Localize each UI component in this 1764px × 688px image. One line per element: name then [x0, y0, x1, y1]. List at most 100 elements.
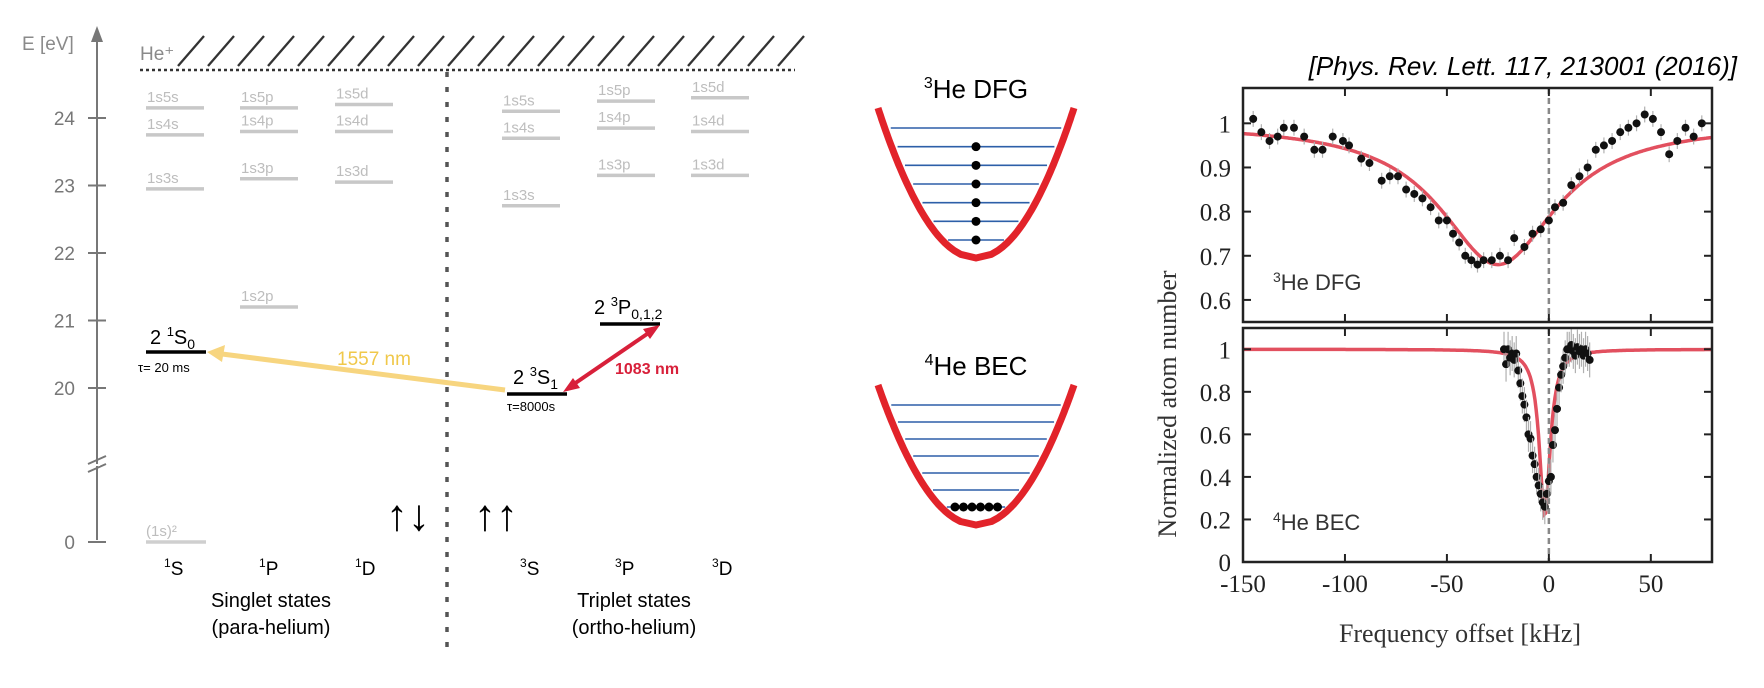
hatch-line	[177, 35, 205, 67]
level-singlet-1s4p: 1s4p	[240, 113, 298, 134]
level-triplet-1s4d: 1s4d	[691, 113, 749, 134]
level-label: 1s4s	[503, 119, 535, 136]
trap-potential	[874, 383, 1078, 529]
level-label: 1s3s	[503, 187, 535, 204]
level-label: 1s4d	[336, 113, 369, 130]
data-point	[1553, 404, 1562, 413]
data-point	[1357, 154, 1366, 163]
x-tick-label: 50	[1638, 571, 1663, 598]
atom	[971, 235, 981, 245]
level-label: 1s5p	[241, 89, 274, 106]
data-point	[1289, 123, 1298, 132]
data-point	[1514, 366, 1523, 375]
data-point	[1442, 216, 1451, 225]
singlet-spin-icon: ↑↓	[386, 491, 430, 540]
data-point	[1544, 216, 1553, 225]
data-point	[1555, 383, 1564, 392]
ionization-limit: He⁺	[140, 35, 805, 72]
data-point	[1536, 225, 1545, 234]
data-point	[1449, 229, 1458, 238]
singlet-group-subtitle: (para-helium)	[212, 617, 331, 639]
data-point	[1338, 136, 1347, 145]
hatch-line	[597, 35, 625, 67]
data-point	[1479, 256, 1488, 265]
level-label: 1s3p	[241, 160, 274, 177]
data-point	[1402, 185, 1411, 194]
atom	[967, 502, 977, 512]
level-singlet-1s5d: 1s5d	[335, 86, 393, 107]
transition-1083nm-label: 1083 nm	[615, 361, 679, 378]
fit-curve	[1243, 347, 1712, 519]
level-singlet-1s4d: 1s4d	[335, 113, 393, 134]
data-point	[1528, 451, 1537, 460]
column-label-3d: 3D	[712, 556, 732, 580]
triplet-group-subtitle: (ortho-helium)	[572, 617, 696, 639]
y-tick-label: 0.8	[1200, 200, 1231, 227]
hatch-line	[567, 35, 595, 67]
hatch-line	[417, 35, 445, 67]
y-tick-label: 0.9	[1200, 155, 1231, 182]
transition-1557nm-label: 1557 nm	[337, 349, 411, 370]
data-point	[1673, 136, 1682, 145]
level-triplet-1s4p: 1s4p	[597, 109, 655, 130]
data-point	[1249, 114, 1258, 123]
trap-label: 4He BEC	[925, 351, 1028, 381]
level-label: 1s4p	[598, 109, 631, 126]
hatch-line	[357, 35, 385, 67]
atom	[984, 502, 994, 512]
data-point	[1534, 481, 1543, 490]
data-point	[1426, 203, 1435, 212]
data-point	[1328, 132, 1337, 141]
triplet-group-title: Triplet states	[577, 590, 691, 612]
level-singlet-1s2p: 1s2p	[240, 288, 298, 309]
ground-level-label: (1s)²	[146, 523, 177, 540]
hatch-line	[207, 35, 235, 67]
level-singlet-1s5p: 1s5p	[240, 89, 298, 110]
level-triplet-1s5p: 1s5p	[597, 82, 655, 103]
data-point	[1632, 119, 1641, 128]
level-label: 1s3d	[692, 156, 725, 173]
data-point	[1561, 353, 1570, 362]
level-label: 1s4p	[241, 113, 274, 130]
data-point	[1455, 238, 1464, 247]
data-point	[1516, 379, 1525, 388]
hatch-line	[687, 35, 715, 67]
energy-axis: E [eV] 24 23 22 21 20 0	[22, 26, 107, 554]
data-point	[1365, 159, 1374, 168]
data-point	[1434, 216, 1443, 225]
hatch-line	[447, 35, 475, 67]
hatch-line	[657, 35, 685, 67]
level-singlet-1s3s: 1s3s	[146, 170, 204, 191]
data-point	[1616, 128, 1625, 137]
y-tick-label: 0.7	[1200, 244, 1231, 271]
hatch-line	[717, 35, 745, 67]
data-point	[1518, 392, 1527, 401]
bec-trap: 4He BEC	[874, 351, 1078, 529]
x-tick-label: 0	[1543, 571, 1556, 598]
column-label-1d: 1D	[355, 556, 375, 580]
hatch-line	[747, 35, 775, 67]
energy-tick-label: 21	[54, 312, 75, 333]
fit-curve	[1242, 131, 1713, 267]
level-label: 1s3p	[598, 156, 631, 173]
atom	[950, 502, 960, 512]
data-point	[1665, 150, 1674, 159]
data-point	[1265, 136, 1274, 145]
data-point	[1599, 141, 1608, 150]
y-tick-label: 1	[1219, 337, 1232, 364]
data-point	[1520, 242, 1529, 251]
triplet-2p-level: 2 3P0,1,2	[594, 294, 663, 326]
level-triplet-1s5s: 1s5s	[502, 92, 560, 113]
data-point	[1559, 198, 1568, 207]
y-tick-label: 0.4	[1200, 465, 1232, 492]
dfg-panel: 0.6 0.7 0.8 0.9 1 3He DFG	[1200, 86, 1714, 324]
hatch-line	[777, 35, 805, 67]
hatch-line	[477, 35, 505, 67]
data-point	[1530, 460, 1539, 469]
level-triplet-1s3p: 1s3p	[597, 156, 655, 178]
hatch-line	[627, 35, 655, 67]
data-point	[1548, 441, 1557, 449]
data-point	[1345, 141, 1354, 150]
level-label: 1s5s	[503, 92, 535, 109]
hatch-line	[507, 35, 535, 67]
